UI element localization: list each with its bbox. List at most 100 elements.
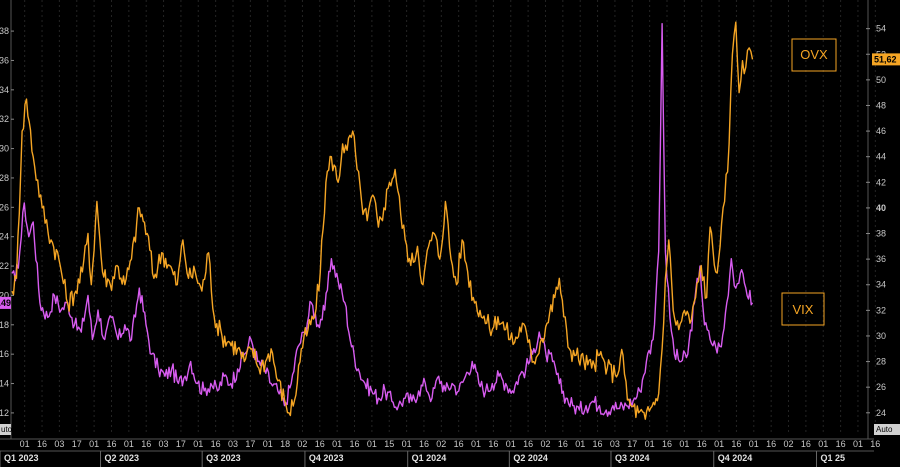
left-axis: 12 14 16 18 20 22 24 26 28 30 32 34 36 38 uto (0, 0, 14, 439)
x-tick-label: 01 (263, 439, 273, 449)
right-tick-label: 48 (876, 100, 886, 110)
vertical-gridlines (24, 0, 876, 434)
x-tick-label: 16 (836, 439, 846, 449)
series-line-ovx (11, 21, 754, 420)
x-tick-label: 16 (488, 439, 498, 449)
x-tick-label: 01 (645, 439, 655, 449)
x-tick-label: 16 (697, 439, 707, 449)
legend-box-vix (781, 292, 825, 326)
x-tick-label: 03 (228, 439, 238, 449)
right-tick-label: 34 (876, 280, 886, 290)
x-tick-label: 01 (714, 439, 724, 449)
x-tick-label: 02 (784, 439, 794, 449)
left-tick-label: 16 (0, 349, 9, 359)
x-tick-label: 16 (801, 439, 811, 449)
x-tick-label: 16 (350, 439, 360, 449)
x-tick-label: 01 (402, 439, 412, 449)
x-tick-label: 17 (72, 439, 82, 449)
quarter-label: Q1 25 (820, 453, 845, 463)
x-tick-label: 18 (280, 439, 290, 449)
x-tick-label: 16 (558, 439, 568, 449)
right-tick-label: 24 (876, 408, 886, 418)
auto-right-box (874, 424, 900, 435)
left-tick-label: 24 (0, 232, 9, 242)
vix-last-value: 19.49 (0, 298, 11, 308)
left-tick-label: 34 (0, 85, 9, 95)
x-tick-label: 16 (731, 439, 741, 449)
series-line-vix (11, 23, 754, 417)
x-tick-label: 01 (367, 439, 377, 449)
quarter-label: Q1 2024 (412, 453, 447, 463)
x-tick-label: 15 (384, 439, 394, 449)
legend-label-ovx: OVX (800, 47, 828, 62)
auto-left-label: uto (1, 425, 13, 434)
ovx-last-value: 51,62 (874, 54, 897, 64)
legend-label-vix: VIX (793, 302, 814, 317)
x-tick-label: 03 (610, 439, 620, 449)
x-tick-label: 02 (297, 439, 307, 449)
left-tick-label: 32 (0, 114, 9, 124)
series-layer (11, 21, 754, 420)
auto-left-box (0, 424, 11, 435)
right-tick-label: 46 (876, 126, 886, 136)
x-tick-label: 01 (506, 439, 516, 449)
x-tick-label: 03 (54, 439, 64, 449)
quarter-label: Q4 2023 (309, 453, 344, 463)
legend-box-ovx (791, 38, 837, 72)
left-tick-label: 38 (0, 26, 9, 36)
left-tick-label: 26 (0, 202, 9, 212)
x-tick-label: 03 (159, 439, 169, 449)
left-tick-label: 30 (0, 144, 9, 154)
left-tick-label: 36 (0, 55, 9, 65)
x-tick-label: 16 (593, 439, 603, 449)
vix-last-value-badge (0, 296, 11, 309)
left-tick-label: 20 (0, 290, 9, 300)
quarter-label: Q4 2024 (718, 453, 753, 463)
right-tick-label: 30 (876, 331, 886, 341)
quarter-label: Q3 2024 (615, 453, 650, 463)
x-tick-label: 17 (176, 439, 186, 449)
x-tick-label: 01 (20, 439, 30, 449)
quarter-label: Q2 2023 (105, 453, 140, 463)
quarter-label: Q3 2023 (206, 453, 241, 463)
right-tick-label: 44 (876, 152, 886, 162)
right-tick-label: 38 (876, 229, 886, 239)
x-tick-label: 16 (315, 439, 325, 449)
x-tick-label: 01 (679, 439, 689, 449)
right-tick-label: 26 (876, 382, 886, 392)
x-tick-label: 01 (818, 439, 828, 449)
auto-right-label: Auto (876, 425, 893, 434)
left-tick-label: 18 (0, 320, 9, 330)
x-tick-label: 02 (540, 439, 550, 449)
x-tick-label: 16 (141, 439, 151, 449)
x-tick-label: 01 (124, 439, 134, 449)
x-tick-label: 16 (523, 439, 533, 449)
right-tick-label: 28 (876, 357, 886, 367)
quarter-label: Q2 2024 (513, 453, 548, 463)
x-tick-label: 01 (575, 439, 585, 449)
x-tick-label: 16 (766, 439, 776, 449)
x-tick-label: 16 (662, 439, 672, 449)
ovx-last-value-badge (872, 53, 900, 66)
x-tick-label: 17 (627, 439, 637, 449)
right-tick-label: 50 (876, 75, 886, 85)
quarter-label: Q1 2023 (4, 453, 39, 463)
x-axis: 01 16 03 17 01 16 01 16 03 17 01 16 03 17 01 18 02 16 01 16… (0, 438, 880, 467)
right-tick-label: 40 (876, 203, 886, 213)
x-tick-label: 01 (749, 439, 759, 449)
right-tick-label: 54 (876, 24, 886, 34)
left-tick-label: 28 (0, 173, 9, 183)
x-tick-label: 16 (37, 439, 47, 449)
x-tick-label: 16 (211, 439, 221, 449)
right-tick-label: 32 (876, 305, 886, 315)
x-tick-label: 01 (193, 439, 203, 449)
legend: OVX VIX (781, 38, 837, 326)
x-tick-label: 01 (332, 439, 342, 449)
right-tick-label: 42 (876, 177, 886, 187)
x-tick-label: 02 (436, 439, 446, 449)
value-badges: 51,62 19.49 (0, 53, 900, 309)
x-tick-label: 17 (245, 439, 255, 449)
x-tick-label: 16 (454, 439, 464, 449)
